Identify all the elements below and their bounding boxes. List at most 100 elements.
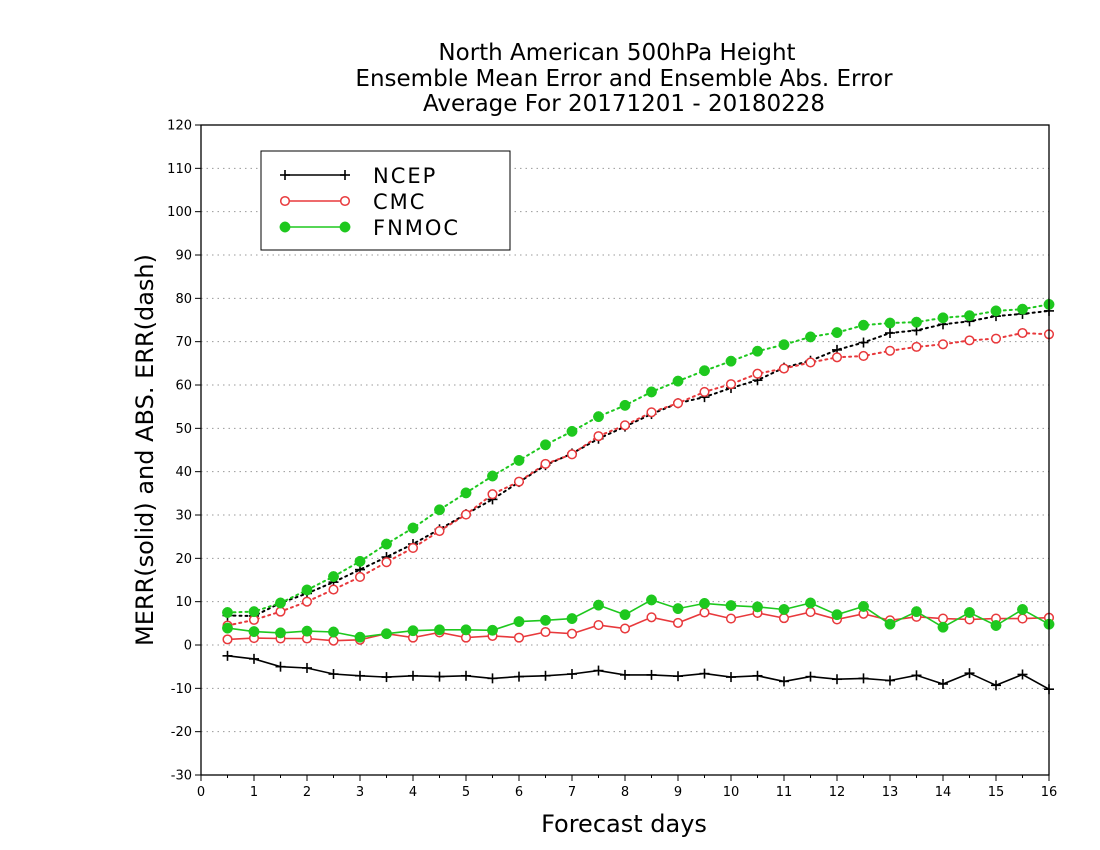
ncep-merr-point	[434, 671, 445, 682]
cmc-abs-err-point	[831, 352, 843, 363]
cmc-abs-err-point	[407, 542, 419, 553]
fnmoc-abs-err-point	[460, 487, 472, 499]
ncep-merr-point	[991, 680, 1001, 691]
y-tick-label: -20	[171, 725, 192, 740]
fnmoc-abs-err-point	[858, 319, 869, 331]
x-tick-label: 4	[409, 785, 417, 800]
y-tick-label: 30	[175, 509, 192, 524]
cmc-merr-point	[646, 612, 657, 623]
y-tick-label: 70	[175, 335, 192, 350]
cmc-abs-err-point	[434, 525, 445, 537]
fnmoc-abs-err-point	[487, 470, 498, 482]
fnmoc-merr-point	[275, 627, 286, 639]
fnmoc-merr-point	[964, 607, 975, 618]
fnmoc-merr-point	[699, 597, 710, 609]
fnmoc-merr-point	[460, 624, 472, 636]
ncep-merr-point	[275, 661, 286, 672]
fnmoc-abs-err-point	[831, 327, 843, 339]
cmc-abs-err-point	[884, 345, 896, 356]
legend-cmc-left-point	[279, 195, 291, 207]
fnmoc-abs-err-point	[566, 425, 578, 437]
y-axis-label: MERR(solid) and ABS. ERR(dash)	[131, 254, 159, 646]
fnmoc-abs-err-point	[937, 312, 949, 324]
x-tick-label: 9	[674, 785, 682, 800]
cmc-abs-err-point	[381, 557, 392, 568]
fnmoc-merr-point	[937, 621, 949, 633]
ncep-abs-err-line	[226, 309, 1050, 618]
cmc-abs-err-point	[487, 489, 498, 500]
fnmoc-merr-point	[805, 597, 816, 609]
fnmoc-merr-point	[222, 622, 233, 634]
cmc-abs-err-point	[513, 476, 525, 487]
fnmoc-merr-point	[884, 618, 896, 630]
x-tick-label: 2	[303, 785, 311, 800]
ncep-merr-point	[699, 668, 710, 679]
cmc-merr-point	[1017, 613, 1028, 624]
fnmoc-abs-err-point	[593, 411, 604, 423]
legend-fnmoc-right-point	[339, 221, 351, 233]
ncep-merr-point	[1017, 669, 1028, 680]
ncep-merr-point	[885, 675, 895, 686]
ncep-merr-point	[540, 670, 551, 681]
x-tick-label: 1	[250, 785, 258, 800]
fnmoc-merr-point	[566, 613, 578, 625]
fnmoc-abs-err-point	[540, 439, 551, 451]
cmc-merr-point	[619, 623, 631, 634]
legend-cmc-right-point	[339, 195, 351, 207]
legend-label-fnmoc: FNMOC	[373, 216, 460, 240]
cmc-abs-err-point	[593, 431, 604, 442]
fnmoc-abs-err-point	[434, 504, 445, 516]
x-tick-label: 5	[462, 785, 470, 800]
legend-item-cmc: CMC	[279, 190, 424, 214]
cmc-abs-err-point	[990, 333, 1002, 344]
x-tick-label: 11	[776, 785, 793, 800]
fnmoc-merr-point	[487, 624, 498, 636]
ncep-merr-point	[673, 671, 683, 682]
ncep-merr-point	[249, 653, 259, 664]
y-tick-label: 50	[175, 422, 192, 437]
ncep-merr-point	[964, 668, 975, 679]
cmc-abs-err-point	[1017, 327, 1028, 339]
ncep-merr-point	[620, 669, 630, 680]
fnmoc-merr-point	[540, 614, 551, 626]
cmc-merr-point	[540, 626, 551, 638]
fnmoc-merr-point	[593, 599, 604, 611]
y-tick-label: -10	[171, 682, 192, 697]
x-tick-label: 10	[723, 785, 740, 800]
ncep-abs-err-point	[885, 328, 895, 338]
x-tick-label: 12	[829, 785, 846, 800]
fnmoc-abs-err-line	[226, 303, 1050, 614]
x-tick-label: 3	[356, 785, 364, 800]
y-tick-label: 110	[167, 162, 192, 177]
title-line-3: Average For 20171201 - 20180228	[423, 91, 825, 117]
fnmoc-series	[222, 298, 1055, 643]
y-tick-label: -30	[171, 769, 192, 784]
ncep-merr-point	[832, 674, 842, 685]
cmc-abs-err-point	[911, 341, 922, 352]
series-layer	[222, 298, 1055, 695]
x-tick-label: 16	[1041, 785, 1058, 800]
ncep-merr-point	[514, 671, 524, 682]
cmc-abs-err-point	[725, 379, 737, 390]
cmc-abs-err-point	[301, 596, 313, 607]
fnmoc-merr-point	[752, 601, 763, 613]
fnmoc-merr-point	[354, 631, 366, 643]
cmc-merr-point	[513, 632, 525, 643]
cmc-merr-point	[593, 620, 604, 631]
fnmoc-merr-point	[672, 603, 684, 615]
ncep-merr-point	[408, 670, 418, 681]
fnmoc-abs-err-point	[275, 597, 286, 609]
ncep-merr-point	[646, 669, 657, 680]
fnmoc-abs-err-point	[407, 522, 419, 534]
fnmoc-merr-point	[434, 624, 445, 636]
cmc-abs-err-point	[566, 449, 578, 460]
gridlines	[201, 167, 1049, 733]
fnmoc-merr-point	[513, 616, 525, 628]
cmc-abs-err-point	[858, 350, 869, 362]
cmc-abs-err-point	[646, 407, 657, 418]
ncep-merr-point	[593, 665, 604, 676]
cmc-merr-point	[328, 635, 339, 646]
y-tick-label: 0	[184, 639, 192, 654]
